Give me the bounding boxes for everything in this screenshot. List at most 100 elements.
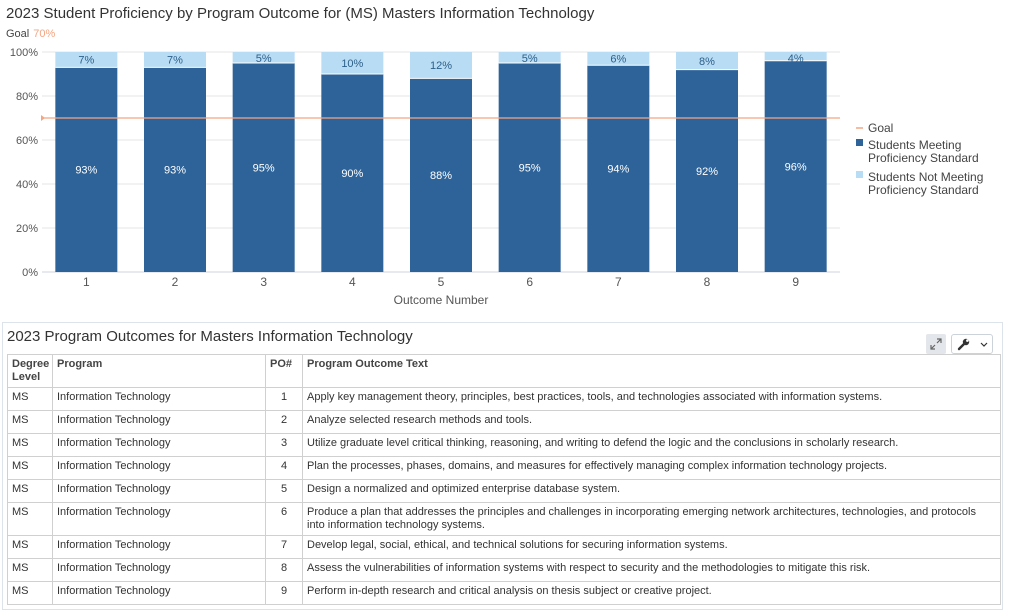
data-label-not-meeting: 4% xyxy=(788,53,804,65)
column-header-program[interactable]: Program xyxy=(52,354,266,388)
cell-program: Information Technology xyxy=(52,502,266,536)
y-tick-label: 100% xyxy=(10,47,38,59)
data-label-meeting: 92% xyxy=(696,166,718,178)
data-label-meeting: 93% xyxy=(164,165,186,177)
y-tick-label: 80% xyxy=(16,91,38,103)
table-row: MS Information Technology 8 Assess the v… xyxy=(7,558,1001,582)
bar-meeting xyxy=(764,60,827,272)
table-row: MS Information Technology 9 Perform in-d… xyxy=(7,581,1001,605)
table-header-row: Degree Level Program PO# Program Outcome… xyxy=(7,354,1001,388)
cell-program: Information Technology xyxy=(52,433,266,457)
x-tick-label: 2 xyxy=(172,275,179,289)
cell-program: Information Technology xyxy=(52,410,266,434)
goal-caption-label: Goal xyxy=(6,28,30,40)
cell-outcome-text: Design a normalized and optimized enterp… xyxy=(302,479,1001,503)
bar-meeting xyxy=(498,63,561,272)
table-title: 2023 Program Outcomes for Masters Inform… xyxy=(7,328,413,345)
bar-not-meeting xyxy=(55,52,118,68)
cell-degree: MS xyxy=(7,433,53,457)
table-row: MS Information Technology 5 Design a nor… xyxy=(7,479,1001,503)
bar-meeting xyxy=(232,63,295,272)
x-tick-label: 4 xyxy=(349,275,356,289)
legend-swatch xyxy=(856,139,863,146)
cell-outcome-text: Plan the processes, phases, domains, and… xyxy=(302,456,1001,480)
cell-degree: MS xyxy=(7,479,53,503)
x-tick-label: 1 xyxy=(83,275,90,289)
cell-po: 7 xyxy=(265,535,303,559)
outcomes-table: Degree Level Program PO# Program Outcome… xyxy=(7,354,1001,605)
bar-not-meeting xyxy=(676,52,738,70)
bar-meeting xyxy=(676,69,738,272)
cell-outcome-text: Perform in-depth research and critical a… xyxy=(302,581,1001,605)
cell-po: 2 xyxy=(265,410,303,434)
cell-po: 5 xyxy=(265,479,303,503)
bar-not-meeting xyxy=(410,52,472,79)
legend-label: Goal xyxy=(868,121,893,135)
outcomes-panel: 2023 Program Outcomes for Masters Inform… xyxy=(2,322,1003,610)
column-header-outcome-text[interactable]: Program Outcome Text xyxy=(302,354,1001,388)
data-label-meeting: 93% xyxy=(75,165,97,177)
table-row: MS Information Technology 1 Apply key ma… xyxy=(7,387,1001,411)
x-axis-title: Outcome Number xyxy=(394,293,489,307)
tools-dropdown-button[interactable] xyxy=(951,334,993,354)
data-label-not-meeting: 10% xyxy=(341,58,363,70)
x-tick-label: 3 xyxy=(260,275,267,289)
column-header-po[interactable]: PO# xyxy=(265,354,303,388)
cell-degree: MS xyxy=(7,558,53,582)
legend-swatch xyxy=(856,171,863,178)
cell-outcome-text: Assess the vulnerabilities of informatio… xyxy=(302,558,1001,582)
goal-caption: Goal 70% xyxy=(6,28,55,40)
cell-program: Information Technology xyxy=(52,387,266,411)
data-label-meeting: 95% xyxy=(519,163,541,175)
cell-outcome-text: Produce a plan that addresses the princi… xyxy=(302,502,1001,536)
data-label-meeting: 94% xyxy=(607,164,629,176)
cell-degree: MS xyxy=(7,535,53,559)
x-tick-label: 8 xyxy=(704,275,711,289)
cell-program: Information Technology xyxy=(52,558,266,582)
y-tick-label: 60% xyxy=(16,135,38,147)
data-label-not-meeting: 5% xyxy=(256,53,272,65)
table-row: MS Information Technology 7 Develop lega… xyxy=(7,535,1001,559)
cell-program: Information Technology xyxy=(52,535,266,559)
cell-degree: MS xyxy=(7,581,53,605)
goal-caption-value: 70% xyxy=(33,28,56,40)
data-label-not-meeting: 12% xyxy=(430,60,452,72)
cell-degree: MS xyxy=(7,502,53,536)
expand-button[interactable] xyxy=(926,334,946,354)
cell-program: Information Technology xyxy=(52,581,266,605)
chevron-down-icon xyxy=(980,342,988,347)
chart-title: 2023 Student Proficiency by Program Outc… xyxy=(6,5,595,22)
data-label-not-meeting: 7% xyxy=(78,55,94,67)
bar-not-meeting xyxy=(144,52,206,68)
bar-not-meeting xyxy=(764,52,827,61)
legend-label: Students Not Meeting xyxy=(868,170,983,184)
legend-label: Proficiency Standard xyxy=(868,151,979,165)
cell-outcome-text: Apply key management theory, principles,… xyxy=(302,387,1001,411)
bar-not-meeting xyxy=(232,52,295,63)
x-tick-label: 9 xyxy=(792,275,799,289)
cell-degree: MS xyxy=(7,387,53,411)
bar-not-meeting xyxy=(498,52,561,63)
cell-outcome-text: Analyze selected research methods and to… xyxy=(302,410,1001,434)
bar-meeting xyxy=(321,74,384,272)
cell-po: 3 xyxy=(265,433,303,457)
cell-po: 1 xyxy=(265,387,303,411)
data-label-not-meeting: 7% xyxy=(167,55,183,67)
goal-marker xyxy=(41,115,45,121)
data-label-meeting: 90% xyxy=(341,168,363,180)
x-tick-label: 6 xyxy=(526,275,533,289)
cell-po: 4 xyxy=(265,456,303,480)
data-label-not-meeting: 8% xyxy=(699,56,715,68)
cell-degree: MS xyxy=(7,410,53,434)
cell-outcome-text: Develop legal, social, ethical, and tech… xyxy=(302,535,1001,559)
proficiency-chart: 0%20%40%60%80%100% 93%7%193%7%295%5%390%… xyxy=(10,47,984,307)
data-label-meeting: 95% xyxy=(253,163,275,175)
data-label-not-meeting: 5% xyxy=(522,53,538,65)
column-header-degree-level[interactable]: Degree Level xyxy=(7,354,53,388)
cell-outcome-text: Utilize graduate level critical thinking… xyxy=(302,433,1001,457)
cell-po: 8 xyxy=(265,558,303,582)
bar-not-meeting xyxy=(321,52,384,74)
cell-program: Information Technology xyxy=(52,479,266,503)
wrench-icon xyxy=(957,338,970,351)
bar-meeting xyxy=(144,67,206,273)
